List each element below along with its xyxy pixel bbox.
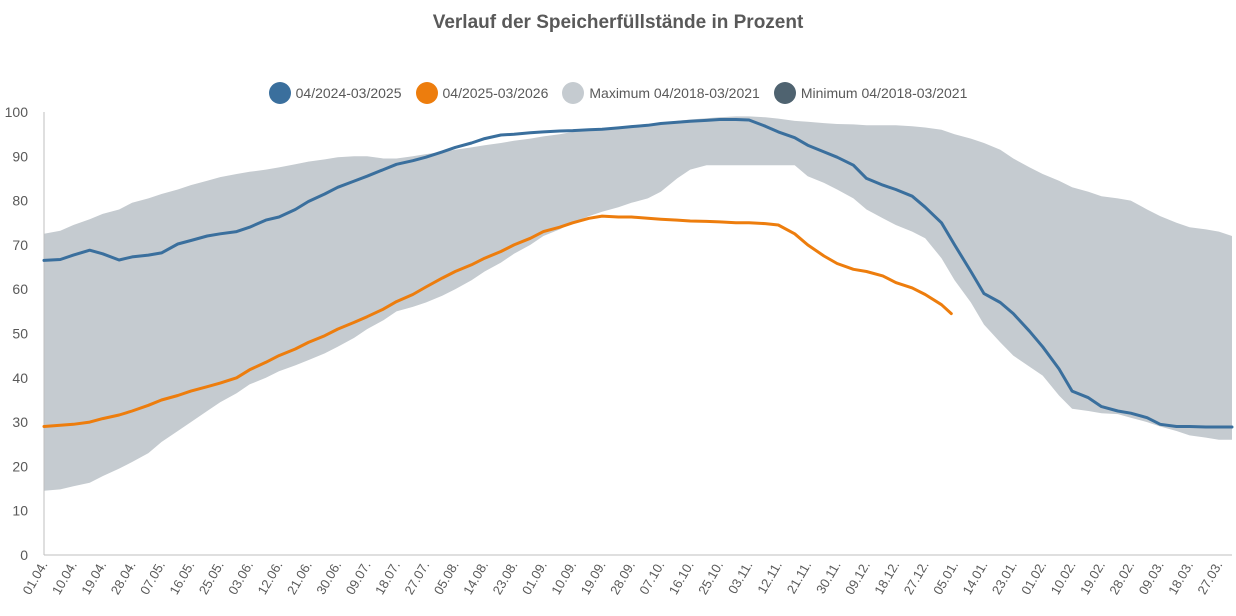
- legend-label-2025: 04/2025-03/2026: [442, 85, 549, 101]
- x-tick-label: 30.06.: [313, 558, 344, 597]
- range-band-layer: [44, 116, 1232, 491]
- x-tick-label: 28.04.: [108, 558, 139, 597]
- y-tick-label: 80: [12, 193, 28, 209]
- x-tick-label: 27.03.: [1194, 558, 1225, 597]
- y-tick-label: 50: [12, 326, 28, 342]
- range-band-max-min: [44, 116, 1232, 491]
- x-tick-label: 18.07.: [372, 558, 403, 597]
- legend-item-2025[interactable]: 04/2025-03/2026: [415, 82, 549, 104]
- x-tick-label: 05.08.: [431, 558, 462, 597]
- legend-item-maximum[interactable]: Maximum 04/2018-03/2021: [562, 82, 760, 104]
- y-tick-label: 70: [12, 237, 28, 253]
- x-tick-label: 14.01.: [959, 558, 990, 597]
- y-tick-label: 0: [20, 547, 28, 563]
- x-tick-label: 01.04.: [19, 558, 50, 597]
- x-tick-label: 23.08.: [489, 558, 520, 597]
- x-tick-label: 10.04.: [49, 558, 80, 597]
- legend-label-maximum: Maximum 04/2018-03/2021: [589, 85, 760, 101]
- x-tick-label: 27.12.: [901, 558, 932, 597]
- x-tick-label: 07.05.: [137, 558, 168, 597]
- x-tick-label: 03.11.: [725, 558, 756, 596]
- legend-marker-maximum: [562, 82, 585, 104]
- legend-item-2024[interactable]: 04/2024-03/2025: [268, 82, 402, 104]
- legend-item-minimum[interactable]: Minimum 04/2018-03/2021: [773, 82, 968, 104]
- x-tick-label: 09.03.: [1136, 558, 1167, 597]
- legend-marker-2024: [268, 82, 291, 104]
- x-tick-label: 30.11.: [813, 558, 844, 596]
- series-line-2025: [42, 214, 953, 428]
- legend-label-minimum: Minimum 04/2018-03/2021: [800, 85, 968, 101]
- x-tick-label: 12.11.: [754, 558, 785, 596]
- x-tick-label: 18.03.: [1165, 558, 1196, 597]
- y-tick-label: 100: [5, 104, 29, 120]
- x-tick-label: 28.02.: [1106, 558, 1137, 597]
- x-tick-label: 19.02.: [1077, 558, 1108, 597]
- y-tick-label: 30: [12, 414, 28, 430]
- x-tick-label: 21.06.: [284, 558, 315, 597]
- series-line-2024: [42, 118, 1234, 429]
- x-tick-label: 28.09.: [607, 558, 638, 597]
- x-tick-label: 12.06.: [254, 558, 285, 597]
- x-tick-label: 09.12.: [842, 558, 873, 597]
- axis-layer: [43, 112, 1232, 556]
- y-tick-label: 40: [12, 370, 28, 386]
- x-tick-label: 16.10.: [666, 558, 697, 597]
- x-tick-label: 16.05.: [166, 558, 197, 597]
- legend-marker-2025: [415, 82, 438, 104]
- x-tick-label: 01.02.: [1018, 558, 1049, 597]
- chart-title: Verlauf der Speicherfüllstände in Prozen…: [432, 12, 804, 33]
- x-tick-label: 10.02.: [1048, 558, 1079, 597]
- legend-label-2024: 04/2024-03/2025: [295, 85, 402, 101]
- x-tick-label: 25.05.: [196, 558, 227, 597]
- x-tick-label: 18.12.: [871, 558, 902, 597]
- y-tick-label: 20: [12, 458, 28, 474]
- x-tick-label: 14.08.: [460, 558, 491, 597]
- x-tick-label: 09.07.: [343, 558, 374, 597]
- y-tick-label: 10: [12, 503, 28, 519]
- x-tick-label: 01.09.: [519, 558, 550, 597]
- x-tick-label: 19.09.: [578, 558, 609, 597]
- legend-marker-minimum: [773, 82, 796, 104]
- x-tick-label: 23.01.: [989, 558, 1020, 597]
- legend: 04/2024-03/2025 04/2025-03/2026 Maximum …: [0, 82, 1236, 104]
- x-tick-label: 03.06.: [225, 558, 256, 597]
- x-tick-label: 19.04.: [78, 558, 109, 597]
- x-tick-label: 07.10.: [636, 558, 667, 597]
- y-tick-label: 90: [12, 148, 28, 164]
- x-tick-label: 05.01.: [930, 558, 961, 597]
- y-tick-label: 60: [12, 281, 28, 297]
- x-tick-label: 21.11.: [784, 558, 815, 596]
- x-tick-label: 10.09.: [548, 558, 579, 597]
- series-line-layer: [42, 118, 1234, 429]
- x-tick-labels: 01.04.10.04.19.04.28.04.07.05.16.05.25.0…: [19, 558, 1225, 597]
- y-tick-labels: 0 10 20 30 40 50 60 70 80 90 100: [5, 104, 29, 563]
- x-tick-label: 27.07.: [401, 558, 432, 597]
- x-tick-label: 25.10.: [695, 558, 726, 597]
